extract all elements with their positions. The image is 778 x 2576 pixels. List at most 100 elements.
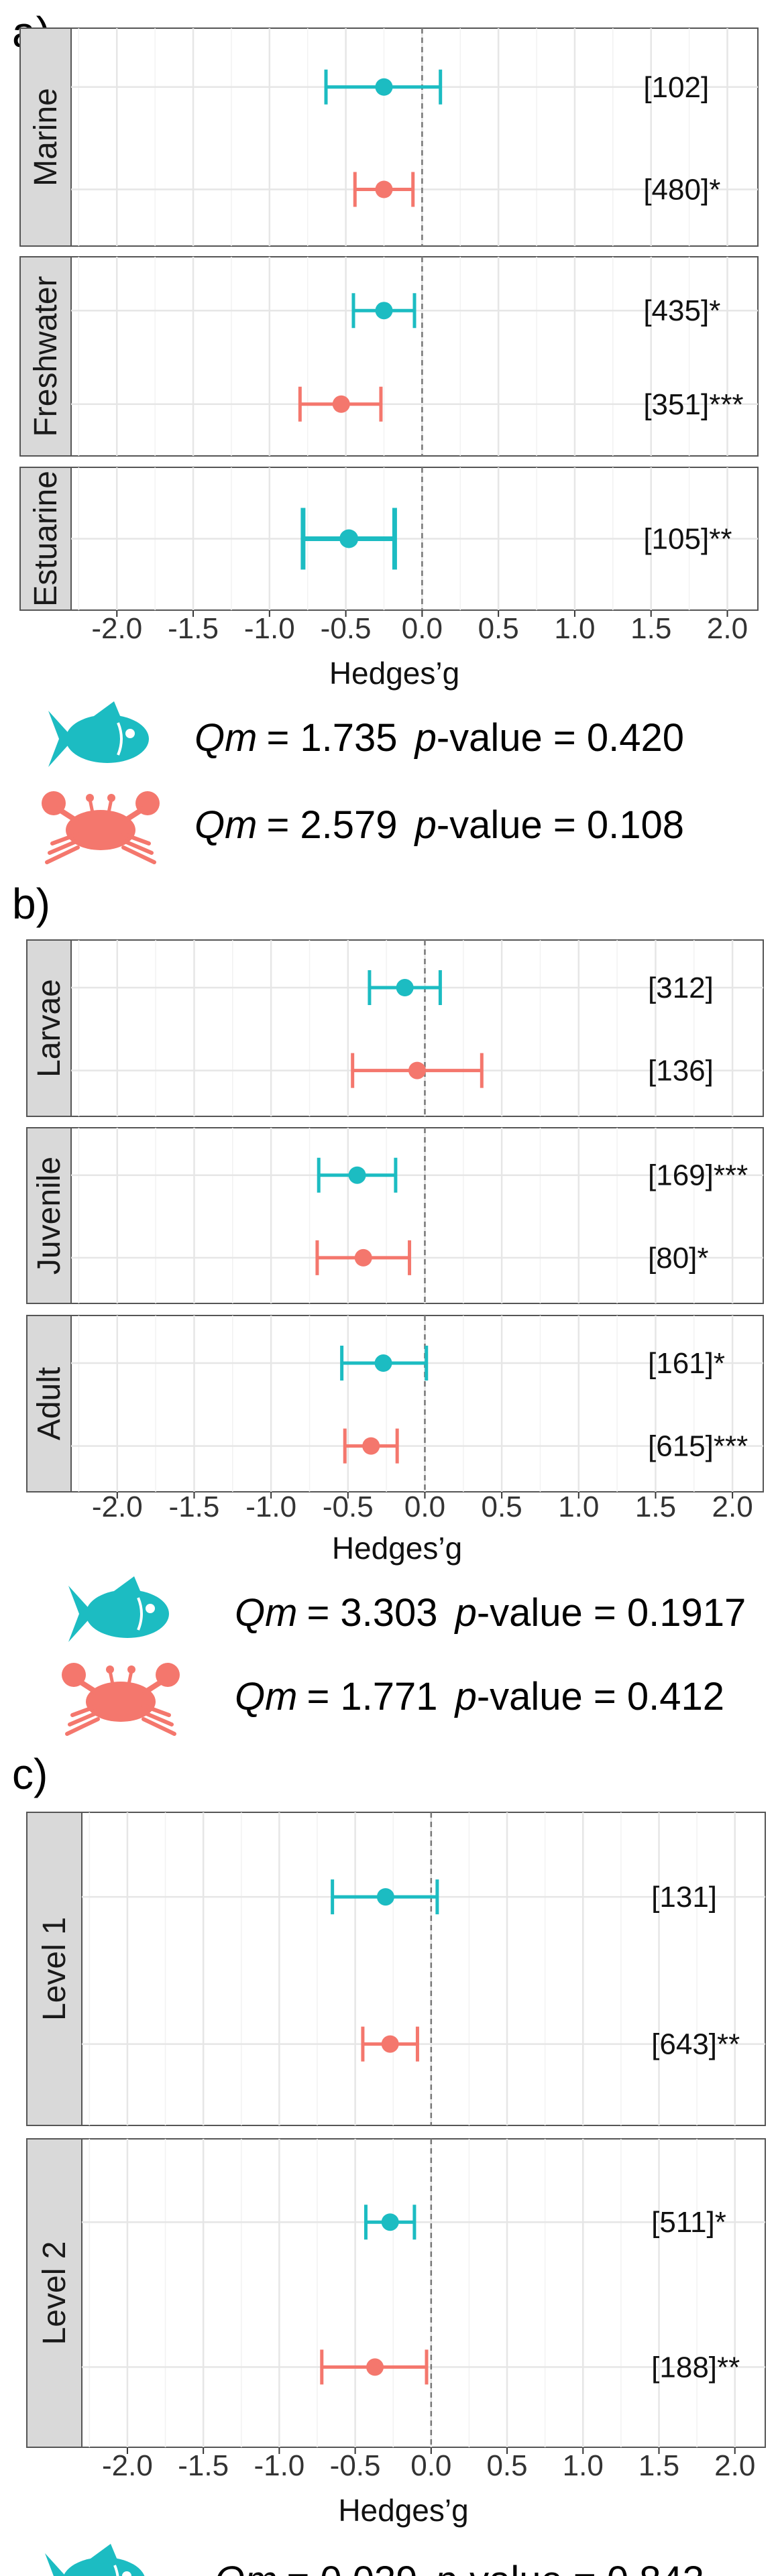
crab-icon <box>62 1663 180 1736</box>
fish-gill <box>113 2565 119 2576</box>
fish-body <box>86 1590 169 1638</box>
fish-gill <box>117 722 123 756</box>
sample-size-label: [102] <box>643 71 709 104</box>
x-tick-label: 2.0 <box>707 612 748 645</box>
facet-adult: Adult [161]* [615]*** <box>26 1315 764 1492</box>
fish-eye <box>122 2571 131 2576</box>
x-tick-label: 0.5 <box>482 1490 522 1523</box>
point-estimate <box>408 1061 426 1079</box>
p-label: p <box>414 803 437 847</box>
sample-size-label: [511]* <box>651 2206 726 2239</box>
fish-eye <box>146 1604 155 1613</box>
fish-tail <box>45 2553 66 2576</box>
facet-strip <box>19 256 72 457</box>
qm-value: = 1.771 <box>307 1675 437 1718</box>
point-estimate <box>381 2035 399 2053</box>
x-tick-label: -1.5 <box>168 612 219 645</box>
qm-label: Qm <box>235 1591 297 1635</box>
crab-leg <box>142 1704 171 1717</box>
stats-text: Qm = 1.771 p-value = 0.412 <box>235 1675 724 1718</box>
x-tick-label: -0.5 <box>321 612 372 645</box>
estimate-row-crab: [351]*** <box>298 386 744 422</box>
fish-fin <box>94 701 121 717</box>
crab-leg <box>68 1710 100 1726</box>
panel-0: a)Marine[102][480]*Freshwater[435]*[351]… <box>12 8 759 864</box>
estimate-row-fish: [169]*** <box>317 1157 748 1193</box>
panel-label: c) <box>12 1750 48 1798</box>
p-value: -value = 0.843 <box>457 2559 704 2576</box>
point-estimate <box>354 1248 372 1267</box>
crab-leg <box>48 839 80 855</box>
crab-arm <box>122 806 146 823</box>
crab-leg <box>142 1710 174 1726</box>
point-estimate <box>375 78 393 96</box>
facet-panel <box>70 256 759 457</box>
point-estimate <box>332 395 350 413</box>
point-estimate <box>396 979 414 997</box>
stats-text: Qm = 0.039 p-value = 0.843 <box>215 2559 704 2576</box>
facet-strip <box>26 939 72 1117</box>
p-label: p <box>454 1591 477 1635</box>
estimate-row-fish: [435]* <box>351 293 720 329</box>
p-label: p <box>414 716 437 760</box>
sample-size-label: [131] <box>651 1881 717 1914</box>
stats-row-fish: Qm = 3.303 p-value = 0.1917 <box>68 1576 746 1642</box>
stats-row-crab: Qm = 1.771 p-value = 0.412 <box>62 1663 724 1736</box>
x-tick-label: 0.5 <box>486 2449 527 2482</box>
x-tick-label: -1.0 <box>254 2449 304 2482</box>
facet-panel <box>70 939 764 1117</box>
point-estimate <box>375 302 393 320</box>
p-value: -value = 0.108 <box>437 803 684 847</box>
facet-level-1: Level 1 [131] [643]** <box>26 1812 766 2126</box>
estimate-row-fish: [161]* <box>340 1346 725 1381</box>
crab-leg <box>70 1704 100 1717</box>
x-tick-label: -0.5 <box>323 1490 374 1523</box>
facet-strip-label: Estuarine <box>28 471 64 607</box>
estimate-row-crab: [136] <box>351 1053 714 1088</box>
crab-arm <box>55 806 79 823</box>
qm-label: Qm <box>215 2559 277 2576</box>
fish-gill <box>137 1597 143 1631</box>
sample-size-label: [435]* <box>643 294 720 327</box>
estimate-row-fish: [131] <box>331 1879 717 1915</box>
crab-body <box>86 1682 156 1722</box>
fish-body <box>66 715 149 763</box>
estimate-row-fish: [511]* <box>364 2205 726 2240</box>
sample-size-label: [480]* <box>643 174 720 207</box>
facet-strip <box>19 467 72 611</box>
facet-juvenile: Juvenile [169]*** [80]* <box>26 1127 764 1304</box>
x-tick-label: 0.0 <box>410 2449 451 2482</box>
panel-2: c) Level 1 [131] [643]** Level 2 [511]* [188]*… <box>12 1750 766 2576</box>
crab-leg <box>65 1717 100 1736</box>
estimate-row-crab: [188]** <box>320 2349 740 2385</box>
facet-freshwater: Freshwater [435]* [351]*** <box>19 256 759 457</box>
estimate-row-crab: [80]* <box>315 1240 709 1275</box>
facet-strip <box>26 1315 72 1492</box>
stats-row-crab: Qm = 2.579 p-value = 0.108 <box>42 791 684 864</box>
qm-value: = 1.735 <box>266 716 397 760</box>
stats-row-fish: Qm = 1.735 p-value = 0.420 <box>48 701 684 767</box>
facet-panel <box>81 1812 766 2126</box>
crab-leg <box>142 1717 176 1736</box>
stats-text: Qm = 3.303 p-value = 0.1917 <box>235 1591 746 1635</box>
point-estimate <box>362 1437 380 1455</box>
facet-panel <box>81 2138 766 2448</box>
panel-1: b) Larvae [312] [136] Juvenile [169]*** [80]* A… <box>12 880 764 1736</box>
fish-tail <box>68 1586 94 1642</box>
crab-body <box>66 810 135 850</box>
sample-size-label: [351]*** <box>643 388 743 421</box>
qm-value: = 2.579 <box>266 803 397 847</box>
p-value: -value = 0.1917 <box>477 1591 746 1635</box>
x-tick-label: 0.0 <box>404 1490 445 1523</box>
facet-marine: Marine [102] [480]* <box>19 27 759 247</box>
point-estimate <box>376 1888 394 1906</box>
qm-label: Qm <box>194 716 257 760</box>
sample-size-label: [615]*** <box>648 1430 748 1463</box>
x-tick-label: -0.5 <box>330 2449 381 2482</box>
estimate-row-crab: [615]*** <box>343 1428 748 1464</box>
x-axis-title: Hedges’g <box>332 1531 462 1566</box>
crab-arm <box>75 1678 99 1695</box>
crab-eye <box>86 794 94 802</box>
x-axis-title: Hedges’g <box>329 656 459 691</box>
point-estimate <box>381 2213 399 2231</box>
